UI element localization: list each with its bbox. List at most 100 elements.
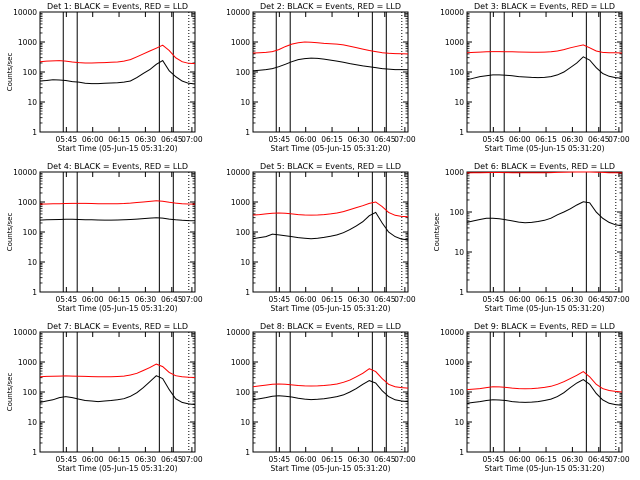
x-axis-label: Start Time (05-Jun-15 05:31:20) bbox=[485, 304, 605, 313]
lld-series-line bbox=[252, 201, 409, 218]
x-tick-label: 06:00 bbox=[82, 455, 104, 464]
x-tick-label: 07:00 bbox=[394, 295, 416, 304]
x-tick-label: 07:00 bbox=[608, 295, 630, 304]
x-tick-label: 06:30 bbox=[135, 455, 157, 464]
x-tick-label: 06:45 bbox=[374, 135, 396, 144]
events-series-line bbox=[466, 56, 623, 81]
detector-panel-6: 1 10 100 1000 05:45 06:00 06:15 06:30 06:4507:00… bbox=[433, 162, 630, 313]
detector-panel-8: 1 10 100 1000 10000 05:45 06:00 06:15 06:30 06:45… bbox=[226, 322, 416, 473]
y-tick-label: 100 bbox=[23, 388, 38, 397]
y-tick-label: 100 bbox=[450, 388, 465, 397]
x-tick-label: 06:00 bbox=[295, 455, 317, 464]
events-series-line bbox=[252, 380, 409, 403]
y-tick-label: 10000 bbox=[13, 168, 37, 177]
detector-panel-2: 1 10 100 1000 10000 05:45 06:00 06:15 06:30 06:45… bbox=[226, 2, 416, 153]
lld-series-line bbox=[252, 368, 409, 389]
x-tick-label: 06:15 bbox=[535, 455, 557, 464]
y-tick-label: 1 bbox=[459, 448, 464, 457]
x-tick-label: 05:45 bbox=[483, 295, 505, 304]
x-tick-label: 06:15 bbox=[535, 135, 557, 144]
y-tick-label: 1000 bbox=[445, 358, 464, 367]
detector-panel-5: 1 10 100 1000 10000 05:45 06:00 06:15 06:30 06:45… bbox=[226, 162, 416, 313]
y-tick-label: 10 bbox=[27, 98, 37, 107]
lld-series-line bbox=[39, 363, 196, 378]
x-axis-label: Start Time (05-Jun-15 05:31:20) bbox=[58, 304, 178, 313]
x-tick-label: 06:00 bbox=[509, 135, 531, 144]
x-tick-label: 06:00 bbox=[509, 295, 531, 304]
x-axis-label: Start Time (05-Jun-15 05:31:20) bbox=[271, 144, 391, 153]
x-tick-label: 07:00 bbox=[608, 455, 630, 464]
x-tick-label: 06:45 bbox=[588, 135, 610, 144]
y-tick-label: 100 bbox=[23, 68, 38, 77]
y-axis-label: Counts/sec bbox=[433, 213, 441, 252]
y-tick-label: 10000 bbox=[226, 168, 250, 177]
y-tick-label: 10000 bbox=[226, 328, 250, 337]
y-tick-label: 10000 bbox=[440, 8, 464, 17]
y-tick-label: 10 bbox=[27, 258, 37, 267]
y-tick-label: 100 bbox=[236, 228, 251, 237]
x-tick-label: 05:45 bbox=[483, 135, 505, 144]
panel-title: Det 2: BLACK = Events, RED = LLD bbox=[260, 2, 401, 11]
lld-series-line bbox=[39, 44, 196, 65]
events-series-line bbox=[252, 57, 409, 72]
y-tick-label: 10000 bbox=[13, 8, 37, 17]
y-tick-label: 10000 bbox=[226, 8, 250, 17]
y-tick-label: 1 bbox=[459, 128, 464, 137]
panel-title: Det 9: BLACK = Events, RED = LLD bbox=[474, 322, 615, 331]
y-tick-label: 100 bbox=[236, 388, 251, 397]
lld-series-line bbox=[466, 44, 623, 54]
x-axis-label: Start Time (05-Jun-15 05:31:20) bbox=[58, 144, 178, 153]
y-tick-label: 1 bbox=[245, 128, 250, 137]
y-tick-label: 10000 bbox=[440, 328, 464, 337]
lld-series-line bbox=[252, 41, 409, 55]
x-tick-label: 06:15 bbox=[535, 295, 557, 304]
x-tick-label: 06:00 bbox=[82, 135, 104, 144]
x-axis-label: Start Time (05-Jun-15 05:31:20) bbox=[485, 464, 605, 473]
y-tick-label: 10 bbox=[240, 258, 250, 267]
x-tick-label: 05:45 bbox=[56, 295, 78, 304]
x-tick-label: 06:00 bbox=[295, 135, 317, 144]
x-tick-label: 06:45 bbox=[161, 135, 183, 144]
x-tick-label: 06:45 bbox=[374, 455, 396, 464]
events-series-line bbox=[466, 379, 623, 406]
detector-panel-9: 1 10 100 1000 10000 05:45 06:00 06:15 06:30 06:45… bbox=[440, 322, 630, 473]
y-tick-label: 1000 bbox=[445, 38, 464, 47]
x-tick-label: 07:00 bbox=[181, 135, 203, 144]
y-tick-label: 1 bbox=[245, 448, 250, 457]
y-tick-label: 10000 bbox=[13, 328, 37, 337]
x-tick-label: 05:45 bbox=[269, 455, 291, 464]
y-tick-label: 1 bbox=[32, 128, 37, 137]
y-tick-label: 10 bbox=[454, 248, 464, 257]
x-tick-label: 05:45 bbox=[56, 455, 78, 464]
y-tick-label: 1 bbox=[459, 288, 464, 297]
x-tick-label: 06:30 bbox=[348, 455, 370, 464]
y-tick-label: 1000 bbox=[18, 358, 37, 367]
plot-frame bbox=[466, 171, 623, 293]
x-tick-label: 06:00 bbox=[82, 295, 104, 304]
x-axis-label: Start Time (05-Jun-15 05:31:20) bbox=[58, 464, 178, 473]
x-tick-label: 05:45 bbox=[269, 135, 291, 144]
events-series-line bbox=[39, 375, 196, 406]
lld-series-line bbox=[466, 370, 623, 393]
panel-title: Det 3: BLACK = Events, RED = LLD bbox=[474, 2, 615, 11]
y-axis-label: Counts/sec bbox=[6, 373, 14, 412]
y-tick-label: 10 bbox=[454, 98, 464, 107]
x-tick-label: 05:45 bbox=[269, 295, 291, 304]
x-tick-label: 07:00 bbox=[181, 295, 203, 304]
x-tick-label: 06:15 bbox=[108, 135, 130, 144]
panel-title: Det 4: BLACK = Events, RED = LLD bbox=[47, 162, 188, 171]
x-tick-label: 07:00 bbox=[394, 135, 416, 144]
y-tick-label: 1 bbox=[245, 288, 250, 297]
detector-panel-3: 1 10 100 1000 10000 05:45 06:00 06:15 06:30 06:45… bbox=[440, 2, 630, 153]
x-tick-label: 07:00 bbox=[608, 135, 630, 144]
y-axis-label: Counts/sec bbox=[6, 213, 14, 252]
y-tick-label: 10 bbox=[240, 418, 250, 427]
x-tick-label: 06:15 bbox=[321, 295, 343, 304]
x-tick-label: 06:45 bbox=[374, 295, 396, 304]
events-series-line bbox=[39, 59, 196, 85]
y-tick-label: 1000 bbox=[18, 38, 37, 47]
x-tick-label: 06:30 bbox=[348, 135, 370, 144]
x-tick-label: 06:30 bbox=[135, 295, 157, 304]
x-tick-label: 06:15 bbox=[108, 295, 130, 304]
